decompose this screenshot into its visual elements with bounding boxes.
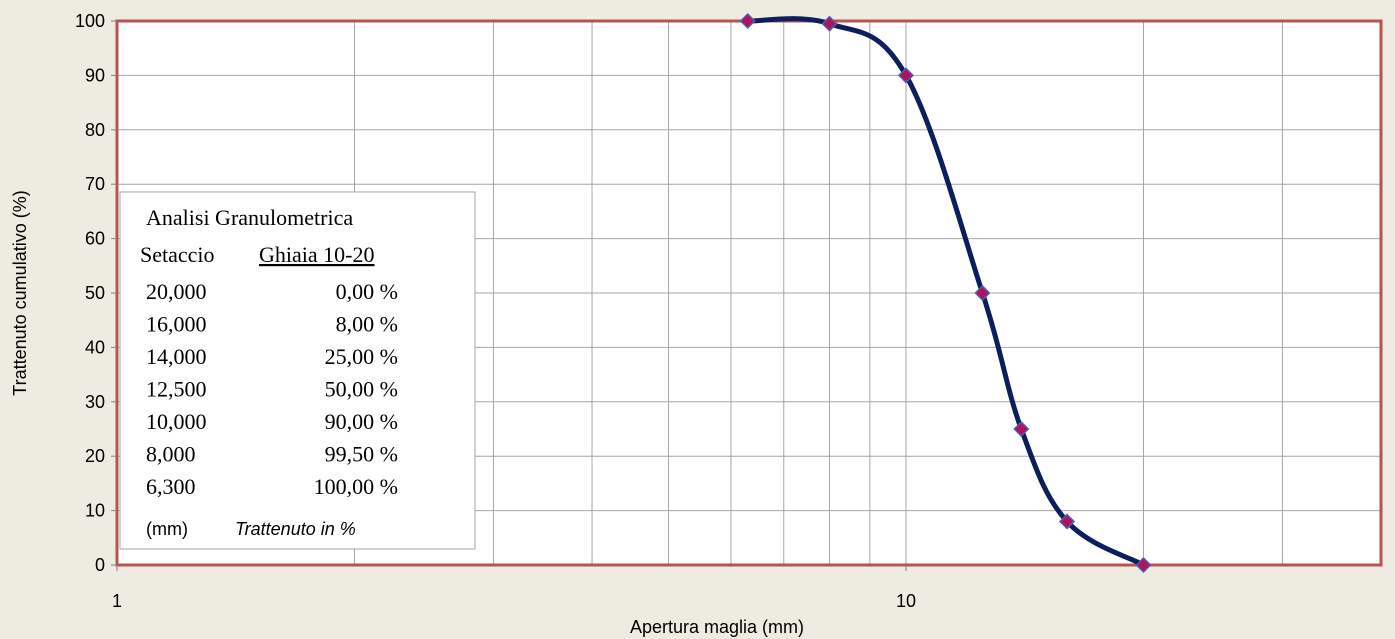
table-cell-setaccio: 8,000	[146, 442, 196, 467]
x-axis-ticks: 1 10	[112, 565, 916, 611]
y-tick-label: 0	[95, 555, 105, 575]
table-col1-header: Setaccio	[140, 242, 215, 267]
table-unit-label: (mm)	[146, 519, 188, 539]
y-tick-label: 50	[85, 283, 105, 303]
data-point	[821, 15, 838, 32]
y-tick-label: 20	[85, 446, 105, 466]
y-axis-title: Trattenuto cumulativo (%)	[10, 190, 30, 395]
y-tick-label: 10	[85, 501, 105, 521]
table-cell-setaccio: 20,000	[146, 279, 207, 304]
table-title: Analisi Granulometrica	[146, 205, 353, 230]
table-cell-trattenuto: 8,00 %	[336, 312, 398, 337]
y-tick-label: 70	[85, 174, 105, 194]
data-point	[739, 12, 756, 30]
table-cell-setaccio: 10,000	[146, 409, 207, 434]
table-col2-header: Ghiaia 10-20	[259, 242, 374, 267]
table-rows: 20,000 0,00 % 16,000 8,00 % 14,000 25,00 % 12,…	[146, 279, 398, 499]
y-tick-label: 90	[85, 65, 105, 85]
table-cell-trattenuto: 25,00 %	[325, 344, 398, 369]
x-tick-label: 1	[112, 591, 122, 611]
y-tick-label: 100	[75, 11, 105, 31]
data-point	[897, 67, 915, 84]
table-cell-setaccio: 6,300	[146, 474, 196, 499]
data-point	[974, 284, 991, 302]
y-tick-label: 80	[85, 120, 105, 140]
data-point	[1135, 556, 1152, 574]
table-cell-trattenuto: 99,50 %	[325, 442, 398, 467]
table-cell-setaccio: 16,000	[146, 312, 207, 337]
y-tick-label: 60	[85, 229, 105, 249]
x-axis-title: Apertura maglia (mm)	[630, 617, 804, 637]
table-cell-trattenuto: 90,00 %	[325, 409, 398, 434]
legend-table: Analisi Granulometrica Setaccio Ghiaia 1…	[119, 191, 476, 550]
table-cell-trattenuto: 100,00 %	[314, 474, 398, 499]
y-axis-ticks: 0 10 20 30 40 50 60 70 80 90 100	[75, 11, 117, 575]
data-point	[1013, 420, 1030, 438]
table-cell-setaccio: 12,500	[146, 377, 207, 402]
table-cell-setaccio: 14,000	[146, 344, 207, 369]
data-point	[1058, 513, 1076, 530]
table-cell-trattenuto: 50,00 %	[325, 377, 398, 402]
series	[739, 12, 1152, 574]
table-trattenuto-label: Trattenuto in %	[235, 519, 356, 539]
table-box	[119, 191, 476, 550]
y-tick-label: 40	[85, 337, 105, 357]
x-tick-label: 10	[896, 591, 916, 611]
table-cell-trattenuto: 0,00 %	[336, 279, 398, 304]
y-tick-label: 30	[85, 392, 105, 412]
